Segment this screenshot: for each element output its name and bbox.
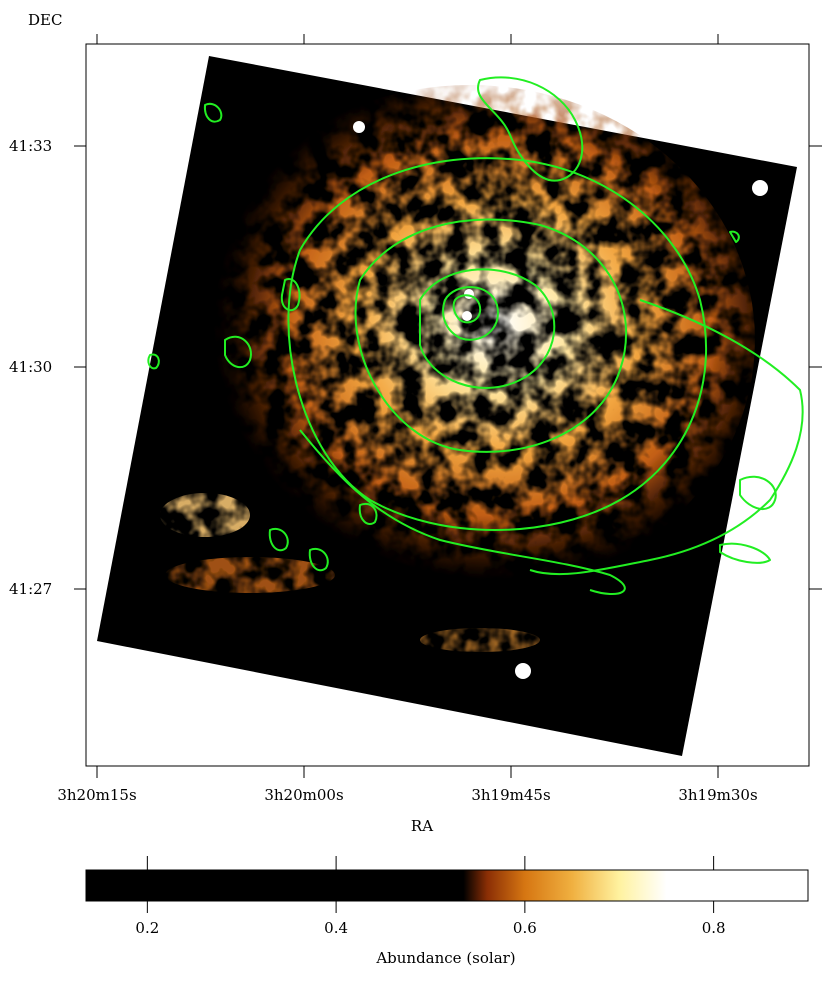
colorbar-tick-label: 0.2 [135, 919, 159, 937]
colorbar-label: Abundance (solar) [375, 949, 515, 967]
x-tick-label: 3h20m15s [57, 786, 136, 804]
masked-source [462, 311, 472, 321]
colorbar-tick-label: 0.8 [702, 919, 726, 937]
masked-source [515, 663, 531, 679]
colorbar-tick-label: 0.6 [513, 919, 537, 937]
y-axis-title: DEC [28, 11, 62, 29]
y-tick-label: 41:30 [9, 358, 52, 376]
masked-source [752, 180, 768, 196]
colorbar [85, 869, 809, 902]
colorbar-tick-label: 0.4 [324, 919, 348, 937]
y-axis [74, 145, 822, 590]
x-tick-label: 3h19m30s [678, 786, 757, 804]
y-tick-label: 41:33 [9, 137, 52, 155]
contour-overlay [147, 76, 804, 596]
y-tick-label: 41:27 [9, 580, 52, 598]
x-tick-label: 3h19m45s [471, 786, 550, 804]
colorbar-ticks: 0.2 0.4 0.6 0.8 [135, 856, 726, 937]
x-tick-label: 3h20m00s [264, 786, 343, 804]
masked-source [353, 121, 365, 133]
x-axis [96, 34, 719, 778]
x-axis-title: RA [411, 817, 433, 835]
